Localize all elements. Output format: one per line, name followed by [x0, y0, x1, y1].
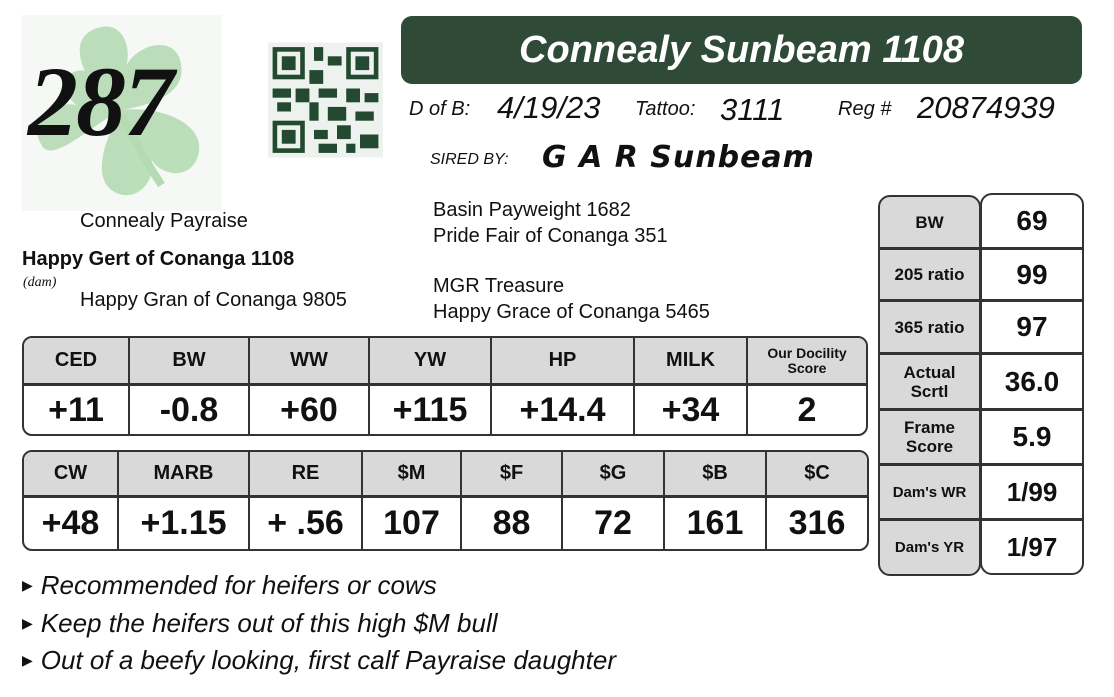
bullet-triangle-icon: ▶ [22, 652, 33, 668]
epd-header-b: $B [665, 452, 767, 498]
sire-dam: Pride Fair of Conanga 351 [433, 225, 668, 247]
perf-label-dam-wr: Dam's WR [880, 466, 979, 521]
epd-value-milk: +34 [635, 386, 748, 434]
dam-label: (dam) [23, 275, 57, 290]
epd-header-ww: WW [250, 338, 370, 386]
dam-dam-dam: Happy Grace of Conanga 5465 [433, 301, 710, 323]
epd-header-g: $G [563, 452, 665, 498]
sire-sire: Basin Payweight 1682 [433, 199, 631, 221]
epd-header-ced: CED [24, 338, 130, 386]
epd-header-cw: CW [24, 452, 119, 498]
shamrock-logo-icon [21, 15, 222, 211]
epd-table-2: CW MARB RE $M $F $G $B $C +48 +1.15 + .5… [22, 450, 869, 551]
epd-value-f: 88 [462, 498, 563, 549]
epd-header-docility: Our Docility Score [748, 338, 866, 386]
epd-value-m: 107 [363, 498, 462, 549]
epd-value-cw: +48 [24, 498, 119, 549]
sired-by-label: SIRED BY: [430, 151, 509, 168]
epd-value-ww: +60 [250, 386, 370, 434]
dam-dam: Happy Gran of Conanga 9805 [80, 289, 347, 311]
perf-value-205: 99 [982, 250, 1082, 302]
perf-value-frame: 5.9 [982, 411, 1082, 466]
epd-value-bw: -0.8 [130, 386, 250, 434]
dam-name: Happy Gert of Conanga 1108 [22, 248, 295, 270]
perf-value-bw: 69 [982, 195, 1082, 250]
reg-label: Reg # [838, 98, 892, 120]
bullet-triangle-icon: ▶ [22, 577, 33, 593]
dob-value: 4/19/23 [497, 90, 601, 125]
comment-2: ▶ Keep the heifers out of this high $M bu… [22, 608, 498, 639]
epd-header-m: $M [363, 452, 462, 498]
tattoo-value: 3111 [720, 92, 785, 127]
dob-label: D of B: [409, 98, 471, 120]
epd-header-yw: YW [370, 338, 492, 386]
epd-value-ced: +11 [24, 386, 130, 434]
epd-value-hp: +14.4 [492, 386, 635, 434]
epd-value-b: 161 [665, 498, 767, 549]
epd-header-marb: MARB [119, 452, 250, 498]
comment-1: ▶ Recommended for heifers or cows [22, 570, 437, 601]
perf-value-scrotal: 36.0 [982, 355, 1082, 411]
perf-label-dam-yr: Dam's YR [894, 539, 965, 556]
perf-label-bw: BW [880, 197, 979, 250]
lot-number: 287 [28, 46, 174, 157]
reg-value: 20874939 [917, 90, 1055, 125]
animal-name-title: Connealy Sunbeam 1108 [401, 16, 1082, 84]
epd-value-docility: 2 [797, 390, 817, 429]
perf-label-frame: Frame Score [880, 411, 979, 466]
perf-label-205: 205 ratio [880, 250, 979, 302]
epd-header-re: RE [250, 452, 363, 498]
comment-text: Recommended for heifers or cows [40, 570, 437, 600]
epd-value-re: + .56 [250, 498, 363, 549]
epd-table-1: CED BW WW YW HP MILK Our Docility Score … [22, 336, 868, 436]
epd-header-bw: BW [130, 338, 250, 386]
bullet-triangle-icon: ▶ [22, 615, 33, 631]
epd-header-c: $C [767, 452, 867, 498]
perf-value-dam-wr: 1/99 [982, 466, 1082, 521]
epd-value-g: 72 [563, 498, 665, 549]
epd-value-c: 316 [788, 504, 846, 542]
epd-value-marb: +1.15 [119, 498, 250, 549]
epd-header-milk: MILK [635, 338, 748, 386]
performance-labels: BW 205 ratio 365 ratio Actual Scrtl Fram… [878, 195, 981, 576]
sire-name: G A R Sunbeam [542, 140, 815, 175]
perf-value-dam-yr: 1/97 [1006, 531, 1058, 562]
dam-dam-sire: MGR Treasure [433, 275, 565, 297]
tattoo-label: Tattoo: [635, 98, 696, 120]
epd-header-hp: HP [492, 338, 635, 386]
comment-text: Keep the heifers out of this high $M bul… [40, 608, 498, 638]
dam-sire: Connealy Payraise [80, 210, 248, 232]
epd-value-yw: +115 [370, 386, 492, 434]
qr-code-icon[interactable] [268, 42, 383, 158]
perf-label-365: 365 ratio [880, 302, 979, 355]
comment-text: Out of a beefy looking, first calf Payra… [40, 645, 616, 675]
perf-label-scrotal: Actual Scrtl [880, 355, 979, 411]
comment-3: ▶ Out of a beefy looking, first calf Payr… [22, 645, 616, 676]
performance-values: 69 99 97 36.0 5.9 1/99 1/97 [980, 193, 1084, 575]
epd-header-f: $F [462, 452, 563, 498]
perf-value-365: 97 [982, 302, 1082, 355]
